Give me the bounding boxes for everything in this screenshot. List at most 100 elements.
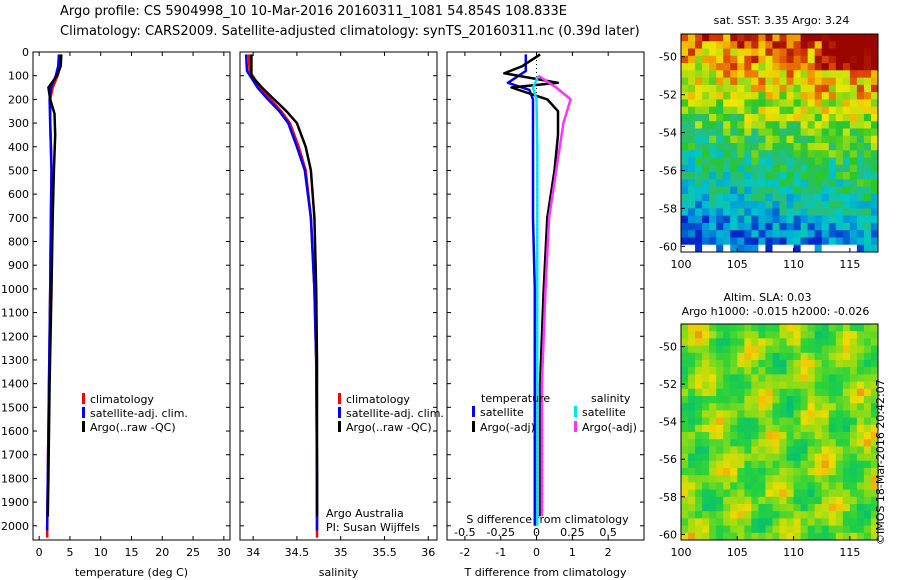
map-cell (723, 230, 731, 238)
map-cell (828, 106, 837, 115)
map-cell (730, 186, 738, 195)
map-cell (737, 360, 745, 368)
map-cell (688, 84, 696, 93)
map-cell (793, 48, 802, 57)
map-cell (744, 237, 752, 246)
map-cell (765, 106, 773, 115)
map-cell (744, 164, 752, 173)
map-cell (814, 179, 823, 187)
map-cell (765, 157, 773, 166)
map-cell (723, 113, 731, 122)
map-cell (814, 496, 823, 505)
map-cell (807, 99, 816, 108)
map-cell (835, 403, 844, 411)
map-cell (828, 403, 837, 411)
map-cell (737, 222, 745, 231)
map-cell (772, 460, 780, 469)
map-cell (856, 403, 865, 411)
map-cell (744, 374, 752, 382)
legend-label: Argo(..raw -QC) (346, 421, 432, 434)
map-cell (709, 150, 717, 158)
map-cell (765, 48, 773, 57)
map-cell (730, 367, 738, 375)
map-cell (723, 446, 731, 454)
map-cell (695, 237, 703, 246)
map-cell (772, 403, 780, 411)
map-cell (688, 532, 696, 541)
map-cell (828, 164, 837, 173)
map-cell (849, 230, 858, 238)
map-cell (730, 338, 738, 346)
map-cell (863, 179, 872, 187)
map-cell (695, 172, 703, 180)
x-tick-label: 36 (421, 546, 435, 559)
map-cell (758, 460, 766, 469)
map-cell (814, 186, 823, 195)
map-cell (842, 150, 851, 158)
map-cell (744, 150, 752, 158)
y-tick-label: 400 (8, 141, 29, 154)
map-cell (842, 374, 851, 382)
map-cell (765, 482, 773, 490)
map-cell (821, 208, 830, 217)
map-cell (863, 92, 872, 100)
map-cell (870, 99, 879, 108)
map-cell (744, 439, 752, 447)
map-cell (814, 48, 823, 57)
map-cell (779, 345, 787, 354)
map-cell (772, 532, 780, 541)
map-cell (849, 237, 858, 246)
map-cell (751, 135, 759, 144)
map-cell (737, 417, 745, 426)
map-cell (695, 106, 703, 115)
map-cell (758, 518, 766, 526)
map-cell (793, 388, 802, 397)
map-cell (814, 113, 823, 122)
map-cell (758, 179, 766, 187)
map-cell (758, 367, 766, 375)
map-cell (688, 63, 696, 71)
map-cell (730, 222, 738, 231)
map-cell (835, 396, 844, 404)
map-cell (681, 345, 689, 354)
map-cell (723, 482, 731, 490)
map-cell (695, 41, 703, 49)
map-cell (793, 525, 802, 534)
map-y-tick-label: -56 (659, 164, 677, 177)
map-cell (842, 518, 851, 526)
map-cell (807, 121, 816, 129)
map-cell (772, 208, 780, 217)
map-cell (800, 338, 809, 346)
map-cell (814, 172, 823, 180)
x-tick-label: 1 (569, 546, 576, 559)
map-cell (821, 525, 830, 534)
map-cell (814, 518, 823, 526)
map-cell (737, 324, 745, 332)
map-cell (863, 403, 872, 411)
map-cell (786, 48, 794, 57)
map-cell (695, 381, 703, 390)
map-cell (849, 453, 858, 462)
map-cell (688, 360, 696, 368)
map-cell (842, 511, 851, 519)
map-cell (779, 532, 787, 541)
map-cell (695, 99, 703, 108)
map-cell (688, 331, 696, 339)
map-cell (828, 186, 837, 195)
map-cell (856, 525, 865, 534)
map-cell (758, 157, 766, 166)
map-cell (688, 172, 696, 180)
map-cell (807, 201, 816, 209)
map-cell (716, 121, 724, 129)
map-cell (793, 532, 802, 541)
map-cell (723, 496, 731, 505)
map-cell (821, 410, 830, 418)
map-cell (702, 230, 710, 238)
map-cell (807, 48, 816, 57)
map-cell (758, 186, 766, 195)
map-cell (702, 446, 710, 454)
map-cell (709, 410, 717, 418)
map-cell (765, 34, 773, 42)
map-cell (870, 352, 879, 361)
map-cell (688, 121, 696, 129)
